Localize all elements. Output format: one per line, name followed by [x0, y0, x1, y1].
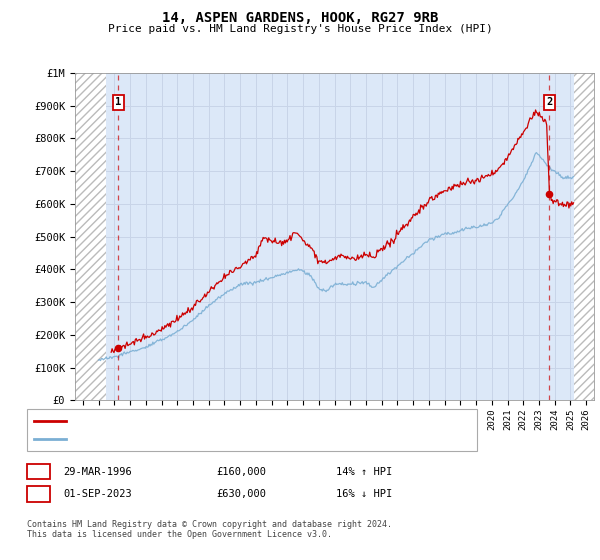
Text: 14% ↑ HPI: 14% ↑ HPI	[336, 466, 392, 477]
Text: HPI: Average price, detached house, Hart: HPI: Average price, detached house, Hart	[72, 434, 307, 444]
Bar	[75, 73, 106, 400]
Text: Price paid vs. HM Land Registry's House Price Index (HPI): Price paid vs. HM Land Registry's House …	[107, 24, 493, 34]
Text: 1: 1	[115, 97, 121, 108]
Text: 1: 1	[35, 466, 41, 477]
Text: 14, ASPEN GARDENS, HOOK, RG27 9RB: 14, ASPEN GARDENS, HOOK, RG27 9RB	[162, 11, 438, 25]
Text: 14, ASPEN GARDENS, HOOK, RG27 9RB (detached house): 14, ASPEN GARDENS, HOOK, RG27 9RB (detac…	[72, 416, 366, 426]
Point	[545, 189, 554, 198]
Text: £630,000: £630,000	[216, 489, 266, 499]
Text: 29-MAR-1996: 29-MAR-1996	[63, 466, 132, 477]
Text: 01-SEP-2023: 01-SEP-2023	[63, 489, 132, 499]
Bar	[574, 73, 594, 400]
Text: 2: 2	[547, 97, 553, 108]
Point	[113, 343, 123, 352]
Text: Contains HM Land Registry data © Crown copyright and database right 2024.
This d: Contains HM Land Registry data © Crown c…	[27, 520, 392, 539]
Text: 2: 2	[35, 489, 41, 499]
Text: £160,000: £160,000	[216, 466, 266, 477]
Text: 16% ↓ HPI: 16% ↓ HPI	[336, 489, 392, 499]
